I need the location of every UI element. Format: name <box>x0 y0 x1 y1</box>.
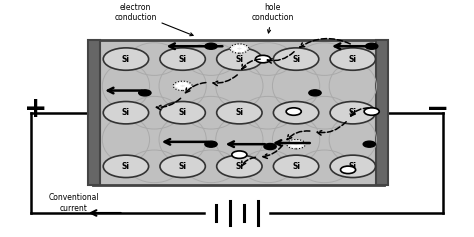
Circle shape <box>292 141 296 143</box>
Circle shape <box>160 48 205 70</box>
Circle shape <box>273 48 319 70</box>
Circle shape <box>363 141 375 147</box>
Text: Si: Si <box>292 162 300 171</box>
FancyArrowPatch shape <box>213 75 237 86</box>
Circle shape <box>340 166 356 173</box>
Circle shape <box>297 141 301 143</box>
Bar <box>93 41 383 185</box>
Circle shape <box>103 48 149 70</box>
Circle shape <box>160 101 205 124</box>
Circle shape <box>230 44 249 53</box>
Text: +: + <box>25 95 48 123</box>
Circle shape <box>273 101 319 124</box>
Circle shape <box>240 50 244 51</box>
Circle shape <box>233 48 237 50</box>
Circle shape <box>235 50 239 51</box>
Circle shape <box>290 143 293 145</box>
Text: Si: Si <box>236 108 243 117</box>
Circle shape <box>255 55 271 63</box>
Circle shape <box>178 83 182 85</box>
Text: Si: Si <box>236 162 243 171</box>
Circle shape <box>178 87 182 89</box>
Circle shape <box>205 43 217 49</box>
Circle shape <box>205 141 217 147</box>
Text: Si: Si <box>122 108 130 117</box>
Text: Si: Si <box>122 55 130 64</box>
Circle shape <box>103 155 149 178</box>
FancyArrowPatch shape <box>300 39 350 47</box>
Text: Si: Si <box>349 162 357 171</box>
Circle shape <box>173 81 192 91</box>
Circle shape <box>330 101 375 124</box>
Text: Si: Si <box>179 108 187 117</box>
Circle shape <box>292 145 296 147</box>
Circle shape <box>183 87 187 89</box>
FancyArrowPatch shape <box>267 52 294 63</box>
Circle shape <box>176 85 180 87</box>
Circle shape <box>217 155 262 178</box>
Bar <box>88 41 100 185</box>
FancyArrowPatch shape <box>156 98 181 110</box>
Circle shape <box>287 140 306 149</box>
Circle shape <box>297 145 301 147</box>
Text: Si: Si <box>179 55 187 64</box>
Text: Si: Si <box>122 162 130 171</box>
Circle shape <box>330 48 375 70</box>
Circle shape <box>273 155 319 178</box>
Circle shape <box>242 48 246 50</box>
Circle shape <box>235 46 239 47</box>
Bar <box>376 41 388 185</box>
Circle shape <box>364 108 379 115</box>
FancyArrowPatch shape <box>351 108 369 116</box>
Text: Si: Si <box>292 55 300 64</box>
Circle shape <box>264 143 276 150</box>
FancyArrowPatch shape <box>263 145 283 158</box>
Text: Si: Si <box>349 108 357 117</box>
Text: Si: Si <box>292 108 300 117</box>
Circle shape <box>217 48 262 70</box>
Text: Si: Si <box>179 162 187 171</box>
Text: −: − <box>426 95 449 123</box>
Circle shape <box>160 155 205 178</box>
Text: Si: Si <box>236 55 243 64</box>
Circle shape <box>299 143 303 145</box>
Text: electron
conduction: electron conduction <box>114 3 193 36</box>
Circle shape <box>183 83 187 85</box>
Circle shape <box>240 46 244 47</box>
FancyArrowPatch shape <box>242 157 255 166</box>
Circle shape <box>286 108 301 115</box>
Circle shape <box>232 151 247 158</box>
FancyArrowPatch shape <box>317 122 346 135</box>
Circle shape <box>309 90 321 96</box>
Circle shape <box>217 101 262 124</box>
Circle shape <box>365 43 378 49</box>
FancyArrowPatch shape <box>185 82 206 93</box>
Text: Conventional
current: Conventional current <box>49 193 99 213</box>
Text: Si: Si <box>349 55 357 64</box>
Circle shape <box>103 101 149 124</box>
FancyArrowPatch shape <box>287 131 310 140</box>
Text: hole
conduction: hole conduction <box>251 3 293 33</box>
Circle shape <box>139 90 151 96</box>
Circle shape <box>330 155 375 178</box>
Circle shape <box>185 85 189 87</box>
FancyArrowPatch shape <box>242 59 260 69</box>
